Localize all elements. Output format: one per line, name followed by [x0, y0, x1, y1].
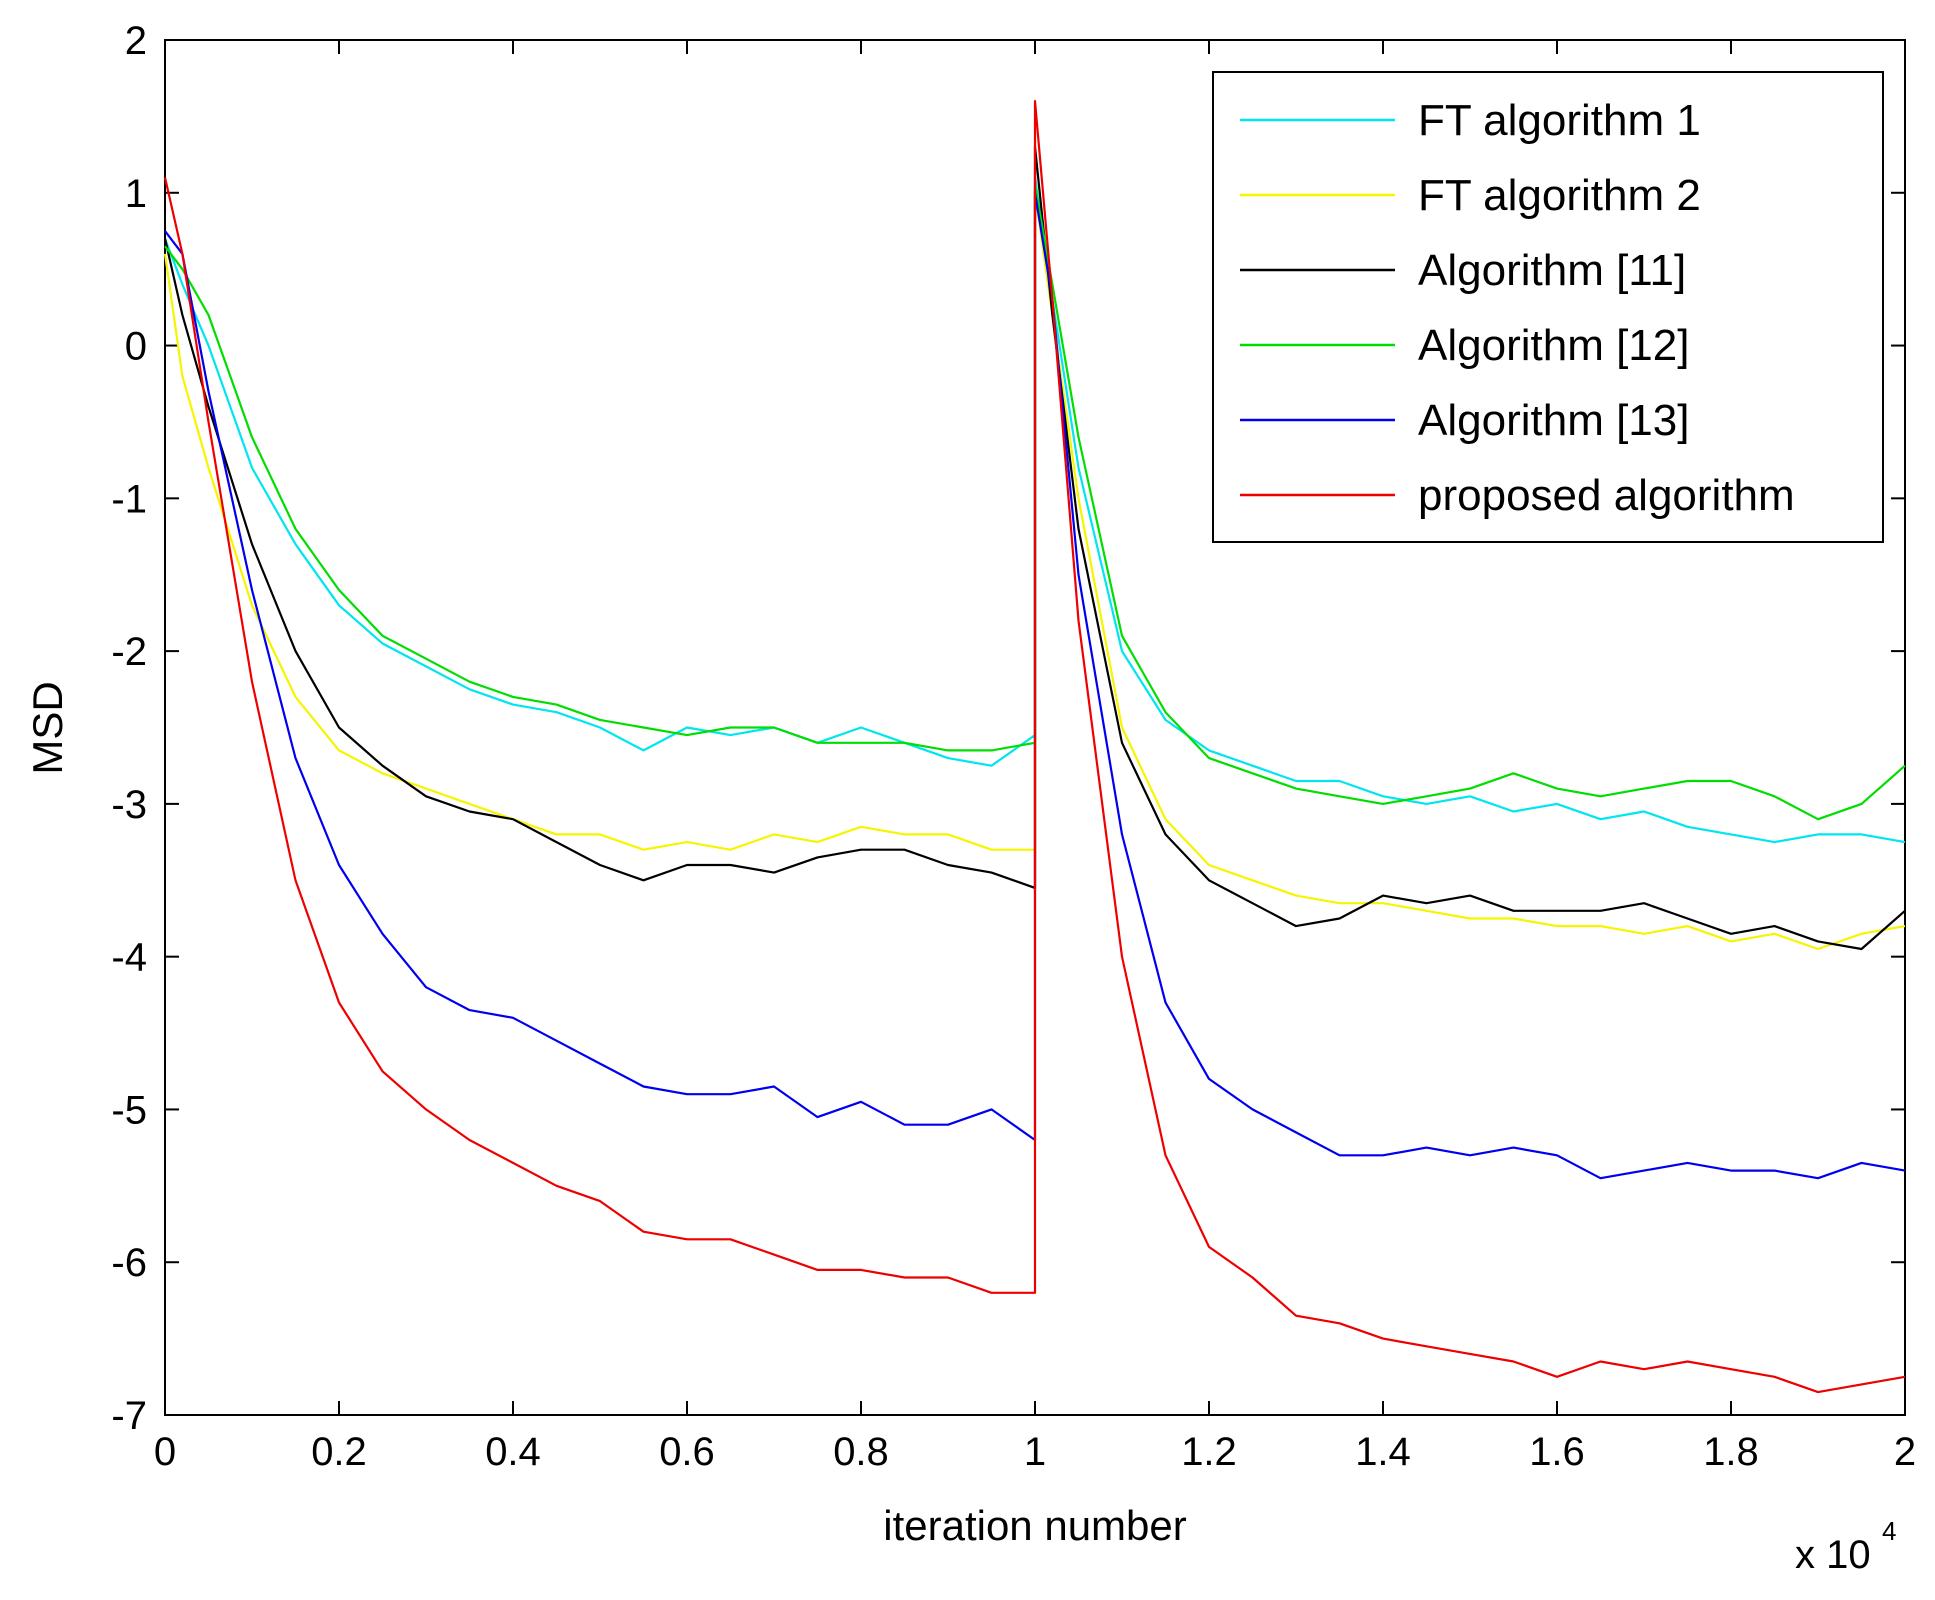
x-tick-label: 1.2 — [1181, 1430, 1237, 1474]
x-tick-label: 1 — [1024, 1430, 1046, 1474]
legend-label-algorithm-12: Algorithm [12] — [1418, 321, 1689, 370]
x-tick-label: 1.4 — [1355, 1430, 1411, 1474]
legend-label-algorithm-11: Algorithm [11] — [1418, 246, 1686, 295]
y-tick-label: 2 — [125, 19, 147, 63]
axis-ticks — [164, 39, 1906, 1416]
x-tick-label: 1.6 — [1529, 1430, 1585, 1474]
y-axis-label: MSD — [24, 681, 71, 774]
x-tick-label: 0.8 — [833, 1430, 889, 1474]
x-tick-labels: 0 0.2 0.4 0.6 0.8 1 1.2 1.4 1.6 1.8 2 — [154, 1430, 1916, 1474]
y-tick-label: 1 — [125, 172, 147, 216]
y-tick-label: -4 — [111, 936, 147, 980]
series-line-proposed-algorithm — [163, 99, 1906, 1394]
y-tick-label: -1 — [111, 477, 147, 521]
x-multiplier-exponent: 4 — [1882, 1516, 1896, 1546]
x-tick-label: 0.2 — [311, 1430, 367, 1474]
x-axis-label: iteration number — [883, 1502, 1187, 1549]
y-tick-label: -3 — [111, 783, 147, 827]
series-layer — [163, 99, 1906, 1394]
x-tick-label: 0.6 — [659, 1430, 715, 1474]
x-tick-label: 0 — [154, 1430, 176, 1474]
legend-label-algorithm-13: Algorithm [13] — [1418, 396, 1689, 445]
y-tick-label: 0 — [125, 325, 147, 369]
y-tick-label: -6 — [111, 1241, 147, 1285]
y-tick-label: -2 — [111, 630, 147, 674]
legend: FT algorithm 1 FT algorithm 2 Algorithm [1… — [1212, 71, 1884, 543]
x-tick-label: 2 — [1894, 1430, 1916, 1474]
legend-label-proposed-algorithm: proposed algorithm — [1418, 471, 1795, 520]
y-tick-label: -5 — [111, 1088, 147, 1132]
x-tick-label: 0.4 — [485, 1430, 541, 1474]
legend-label-ft-algorithm-1: FT algorithm 1 — [1418, 96, 1701, 145]
x-tick-label: 1.8 — [1703, 1430, 1759, 1474]
x-multiplier: x 10 — [1795, 1533, 1871, 1577]
legend-label-ft-algorithm-2: FT algorithm 2 — [1418, 171, 1701, 220]
y-tick-labels: 2 1 0 -1 -2 -3 -4 -5 -6 -7 — [111, 19, 147, 1438]
legend-box — [1212, 71, 1884, 543]
y-tick-label: -7 — [111, 1394, 147, 1438]
